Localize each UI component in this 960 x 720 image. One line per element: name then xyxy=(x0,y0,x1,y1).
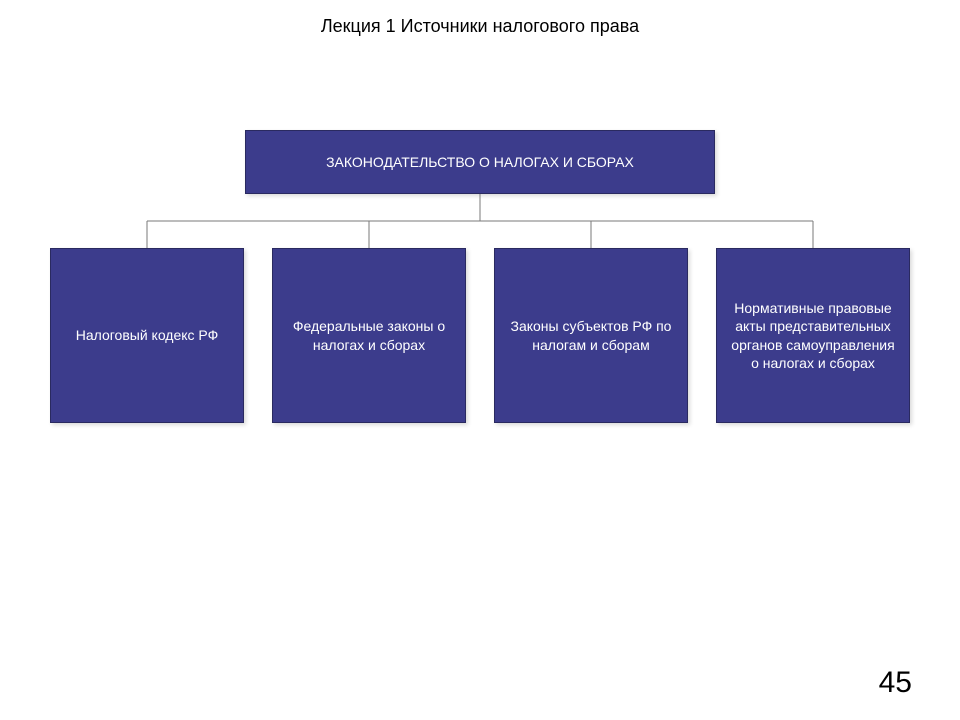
child-node-2-label: Федеральные законы о налогах и сборах xyxy=(283,317,455,353)
child-node-2: Федеральные законы о налогах и сборах xyxy=(272,248,466,423)
child-node-4: Нормативные правовые акты представительн… xyxy=(716,248,910,423)
org-chart: ЗАКОНОДАТЕЛЬСТВО О НАЛОГАХ И СБОРАХ Нало… xyxy=(50,130,910,423)
child-node-1: Налоговый кодекс РФ xyxy=(50,248,244,423)
page-number: 45 xyxy=(879,666,912,700)
children-row: Налоговый кодекс РФ Федеральные законы о… xyxy=(50,248,910,423)
child-node-3: Законы субъектов РФ по налогам и сборам xyxy=(494,248,688,423)
child-node-3-label: Законы субъектов РФ по налогам и сборам xyxy=(505,317,677,353)
page-title: Лекция 1 Источники налогового права xyxy=(0,16,960,37)
root-node-label: ЗАКОНОДАТЕЛЬСТВО О НАЛОГАХ И СБОРАХ xyxy=(326,154,634,170)
child-node-4-label: Нормативные правовые акты представительн… xyxy=(727,299,899,372)
root-node: ЗАКОНОДАТЕЛЬСТВО О НАЛОГАХ И СБОРАХ xyxy=(245,130,715,194)
child-node-1-label: Налоговый кодекс РФ xyxy=(76,326,219,344)
